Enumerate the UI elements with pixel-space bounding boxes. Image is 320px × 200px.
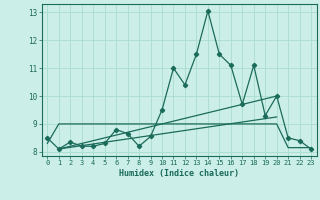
X-axis label: Humidex (Indice chaleur): Humidex (Indice chaleur) xyxy=(119,169,239,178)
